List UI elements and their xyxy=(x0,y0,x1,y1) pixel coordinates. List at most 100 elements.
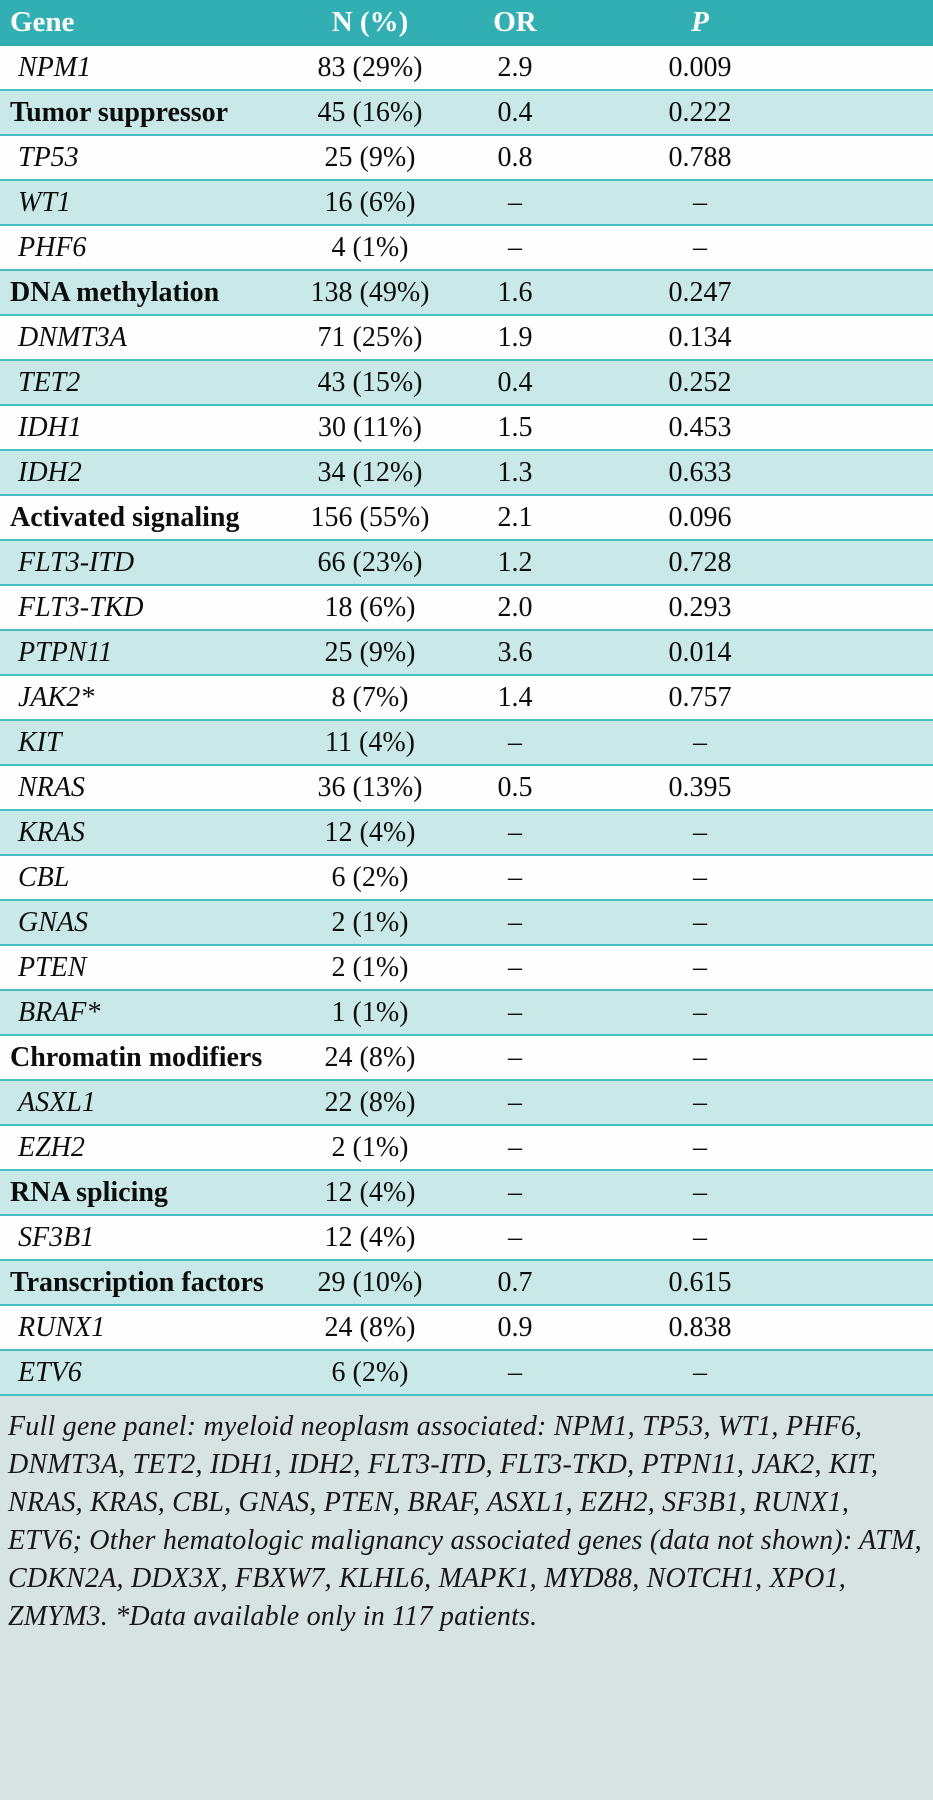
gene-name: PTPN11 xyxy=(18,636,113,668)
gene-name: NPM1 xyxy=(18,51,92,83)
or-value: – xyxy=(508,231,522,263)
n-percent-value: 71 (25%) xyxy=(317,321,423,353)
or-value: 2.9 xyxy=(497,51,533,83)
or-value: 1.3 xyxy=(497,456,533,488)
or-value: 1.9 xyxy=(497,321,533,353)
gene-name: WT1 xyxy=(18,186,71,218)
table-row: DNMT3A 71 (25%) 1.9 0.134 xyxy=(0,316,933,361)
table-row: RNA splicing 12 (4%) – – xyxy=(0,1171,933,1216)
gene-name: Activated signaling xyxy=(10,501,240,533)
or-value: – xyxy=(508,1131,522,1163)
or-value: 0.8 xyxy=(497,141,533,173)
p-value: – xyxy=(693,726,707,758)
n-percent-value: 1 (1%) xyxy=(331,996,409,1028)
or-value: 0.4 xyxy=(497,366,533,398)
or-value: 1.5 xyxy=(497,411,533,443)
p-value: 0.014 xyxy=(668,636,732,668)
p-value: – xyxy=(693,1221,707,1253)
n-percent-value: 2 (1%) xyxy=(331,906,409,938)
gene-name: DNA methylation xyxy=(10,276,220,308)
p-value: 0.757 xyxy=(668,681,732,713)
p-value: – xyxy=(693,1176,707,1208)
or-value: 2.0 xyxy=(497,591,533,623)
p-value: 0.788 xyxy=(668,141,732,173)
p-value: – xyxy=(693,906,707,938)
p-value: – xyxy=(693,861,707,893)
p-value: – xyxy=(693,951,707,983)
n-percent-value: 29 (10%) xyxy=(317,1266,423,1298)
p-value: – xyxy=(693,186,707,218)
or-value: 0.5 xyxy=(497,771,533,803)
table-row: NPM1 83 (29%) 2.9 0.009 xyxy=(0,46,933,91)
p-value: 0.615 xyxy=(668,1266,732,1298)
or-value: 1.6 xyxy=(497,276,533,308)
table-row: KRAS 12 (4%) – – xyxy=(0,811,933,856)
n-percent-value: 36 (13%) xyxy=(317,771,423,803)
n-percent-value: 6 (2%) xyxy=(331,1356,409,1388)
p-value: – xyxy=(693,1041,707,1073)
table-row: SF3B1 12 (4%) – – xyxy=(0,1216,933,1261)
p-value: – xyxy=(693,1131,707,1163)
n-percent-value: 2 (1%) xyxy=(331,951,409,983)
table-row: RUNX1 24 (8%) 0.9 0.838 xyxy=(0,1306,933,1351)
n-percent-value: 18 (6%) xyxy=(324,591,416,623)
p-value: 0.247 xyxy=(668,276,732,308)
table-row: ETV6 6 (2%) – – xyxy=(0,1351,933,1396)
n-percent-value: 25 (9%) xyxy=(324,141,416,173)
table-row: Chromatin modifiers 24 (8%) – – xyxy=(0,1036,933,1081)
gene-name: JAK2* xyxy=(18,681,95,713)
or-value: 0.4 xyxy=(497,96,533,128)
gene-name: BRAF* xyxy=(18,996,101,1028)
p-value: – xyxy=(693,996,707,1028)
n-percent-value: 83 (29%) xyxy=(317,51,423,83)
table-header-row: Gene N (%) OR P xyxy=(0,0,933,46)
n-percent-value: 43 (15%) xyxy=(317,366,423,398)
gene-name: Tumor suppressor xyxy=(10,96,229,128)
n-percent-value: 45 (16%) xyxy=(317,96,423,128)
n-percent-value: 138 (49%) xyxy=(310,276,430,308)
p-value: – xyxy=(693,231,707,263)
or-value: – xyxy=(508,1041,522,1073)
n-percent-value: 24 (8%) xyxy=(324,1311,416,1343)
gene-name: KIT xyxy=(18,726,62,758)
gene-name: CBL xyxy=(18,861,70,893)
or-value: – xyxy=(508,1086,522,1118)
n-percent-value: 156 (55%) xyxy=(310,501,430,533)
table-row: NRAS 36 (13%) 0.5 0.395 xyxy=(0,766,933,811)
p-value: – xyxy=(693,1086,707,1118)
gene-name: PHF6 xyxy=(18,231,87,263)
p-value: – xyxy=(693,816,707,848)
table-row: TP53 25 (9%) 0.8 0.788 xyxy=(0,136,933,181)
gene-name: IDH1 xyxy=(18,411,82,443)
table-row: Tumor suppressor 45 (16%) 0.4 0.222 xyxy=(0,91,933,136)
p-value: 0.252 xyxy=(668,366,732,398)
gene-name: DNMT3A xyxy=(18,321,127,353)
gene-name: RNA splicing xyxy=(10,1176,168,1208)
column-header-p: P xyxy=(691,5,709,38)
column-header-gene: Gene xyxy=(10,5,75,38)
column-header-n-percent: N (%) xyxy=(331,5,409,38)
gene-name: FLT3-TKD xyxy=(18,591,144,623)
or-value: – xyxy=(508,1176,522,1208)
p-value: 0.395 xyxy=(668,771,732,803)
table-row: JAK2* 8 (7%) 1.4 0.757 xyxy=(0,676,933,721)
table-row: CBL 6 (2%) – – xyxy=(0,856,933,901)
gene-name: KRAS xyxy=(18,816,85,848)
gene-name: SF3B1 xyxy=(18,1221,95,1253)
table-row: WT1 16 (6%) – – xyxy=(0,181,933,226)
table-row: GNAS 2 (1%) – – xyxy=(0,901,933,946)
n-percent-value: 11 (4%) xyxy=(325,726,415,758)
table-row: Transcription factors 29 (10%) 0.7 0.615 xyxy=(0,1261,933,1306)
n-percent-value: 2 (1%) xyxy=(331,1131,409,1163)
or-value: – xyxy=(508,996,522,1028)
table-row: ASXL1 22 (8%) – – xyxy=(0,1081,933,1126)
or-value: – xyxy=(508,186,522,218)
or-value: 0.9 xyxy=(497,1311,533,1343)
table-row: EZH2 2 (1%) – – xyxy=(0,1126,933,1171)
table-row: DNA methylation 138 (49%) 1.6 0.247 xyxy=(0,271,933,316)
table-row: Activated signaling 156 (55%) 2.1 0.096 xyxy=(0,496,933,541)
p-value: 0.633 xyxy=(668,456,732,488)
p-value: 0.728 xyxy=(668,546,732,578)
p-value: 0.838 xyxy=(668,1311,732,1343)
or-value: – xyxy=(508,951,522,983)
